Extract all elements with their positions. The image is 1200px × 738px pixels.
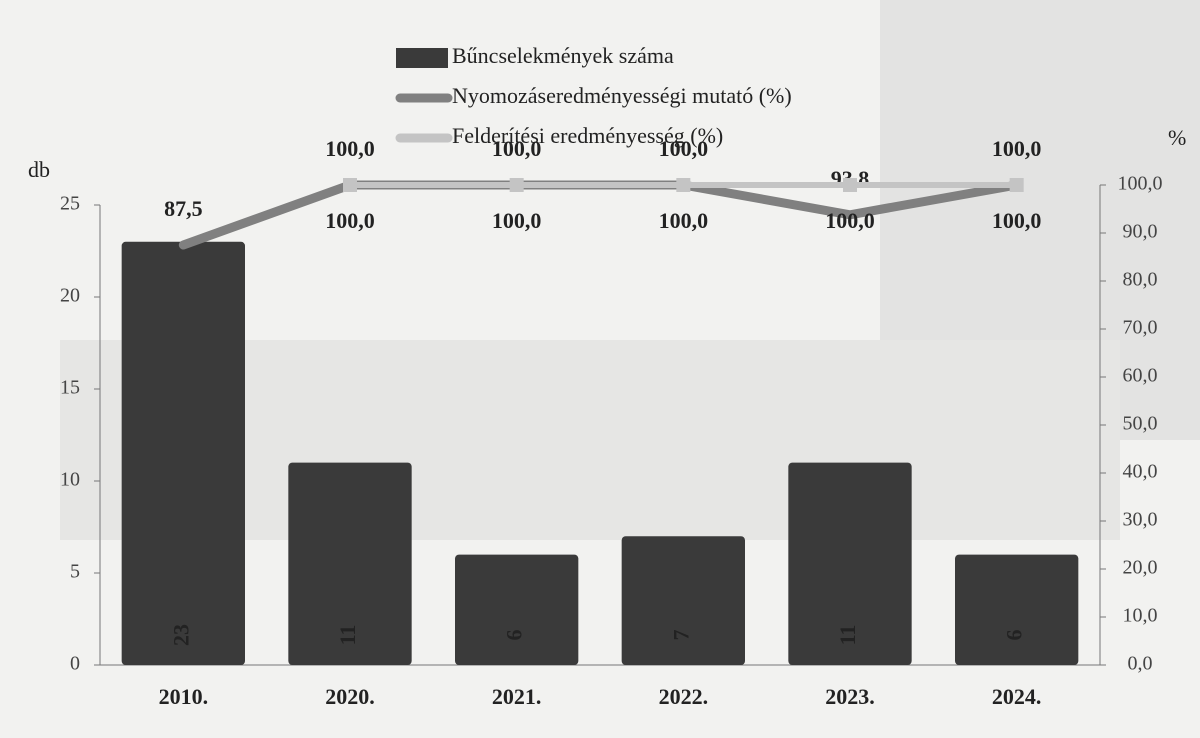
- bar: [621, 536, 745, 665]
- y2-tick-label: 70,0: [1123, 317, 1158, 339]
- legend-label: Felderítési eredményesség (%): [452, 123, 723, 148]
- y-tick-label: 5: [70, 561, 80, 583]
- y2-tick-label: 0,0: [1128, 653, 1153, 675]
- line-value-label: 100,0: [825, 208, 875, 233]
- y-tick-label: 0: [70, 653, 80, 675]
- bar-value-label: 11: [835, 625, 860, 646]
- line-value-label: 100,0: [492, 208, 542, 233]
- x-tick-label: 2022.: [659, 684, 709, 709]
- line-value-label: 100,0: [992, 136, 1042, 161]
- bar-value-label: 6: [502, 630, 527, 641]
- y2-tick-label: 50,0: [1123, 413, 1158, 435]
- x-tick-label: 2024.: [992, 684, 1042, 709]
- legend-swatch: [396, 48, 448, 68]
- bar-value-label: 23: [168, 624, 193, 646]
- x-tick-label: 2010.: [159, 684, 209, 709]
- line-value-label: 100,0: [659, 136, 709, 161]
- bar-value-label: 7: [668, 630, 693, 641]
- legend-label: Bűncselekmények száma: [452, 43, 674, 68]
- line-marker: [1009, 178, 1024, 192]
- line-value-label: 100,0: [325, 136, 375, 161]
- bar: [788, 462, 912, 665]
- y-tick-label: 10: [60, 469, 80, 491]
- x-tick-label: 2023.: [825, 684, 875, 709]
- y-axis-label: db: [28, 157, 50, 182]
- x-tick-label: 2020.: [325, 684, 375, 709]
- y-tick-label: 15: [60, 377, 80, 399]
- bar: [955, 554, 1079, 665]
- y-tick-label: 25: [60, 193, 80, 215]
- line-value-label: 100,0: [659, 208, 709, 233]
- line-value-label: 100,0: [325, 208, 375, 233]
- line-marker: [343, 178, 357, 192]
- y2-tick-label: 30,0: [1123, 509, 1158, 531]
- y2-tick-label: 10,0: [1123, 605, 1158, 627]
- line-value-label: 100,0: [492, 136, 542, 161]
- line-marker: [676, 178, 691, 192]
- y2-tick-label: 90,0: [1123, 221, 1158, 243]
- bar-value-label: 11: [335, 625, 360, 646]
- y-tick-label: 20: [60, 285, 80, 307]
- y2-tick-label: 20,0: [1123, 557, 1158, 579]
- bar: [288, 462, 412, 665]
- line-marker: [843, 178, 857, 192]
- line-marker: [509, 178, 524, 192]
- line-value-label: 100,0: [992, 208, 1042, 233]
- bar: [121, 241, 245, 666]
- y2-tick-label: 40,0: [1123, 461, 1158, 483]
- bar-value-label: 6: [1002, 630, 1027, 641]
- legend-label: Nyomozáseredményességi mutató (%): [452, 83, 792, 108]
- x-tick-label: 2021.: [492, 684, 542, 709]
- y2-tick-label: 100,0: [1118, 173, 1163, 195]
- line-value-label: 87,5: [164, 196, 203, 221]
- y2-tick-label: 60,0: [1123, 365, 1158, 387]
- y2-tick-label: 80,0: [1123, 269, 1158, 291]
- y2-axis-label: %: [1168, 125, 1186, 150]
- bar: [455, 554, 579, 665]
